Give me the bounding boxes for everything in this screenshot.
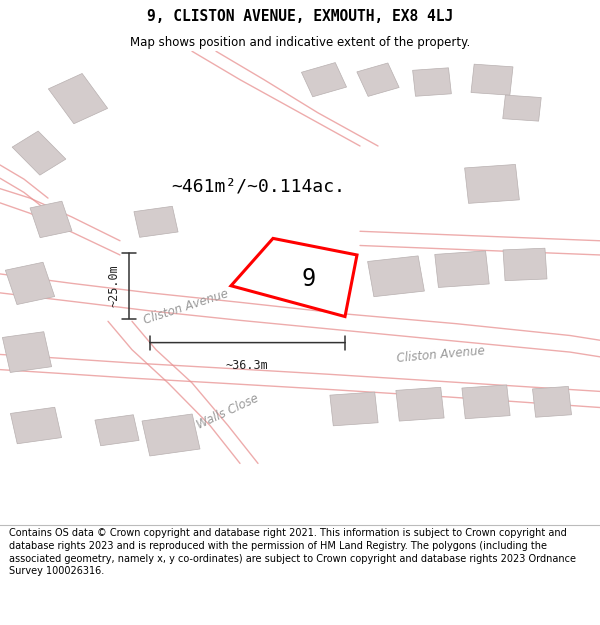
Text: ~461m²/~0.114ac.: ~461m²/~0.114ac. xyxy=(171,177,345,195)
Polygon shape xyxy=(49,74,107,124)
Polygon shape xyxy=(462,385,510,419)
Polygon shape xyxy=(301,62,347,97)
Polygon shape xyxy=(231,238,357,316)
Polygon shape xyxy=(10,408,62,444)
Text: ~25.0m: ~25.0m xyxy=(107,264,121,307)
Polygon shape xyxy=(357,63,399,96)
Polygon shape xyxy=(435,251,489,288)
Polygon shape xyxy=(330,392,378,426)
Polygon shape xyxy=(95,415,139,446)
Text: Contains OS data © Crown copyright and database right 2021. This information is : Contains OS data © Crown copyright and d… xyxy=(9,528,576,576)
Polygon shape xyxy=(12,131,66,175)
Polygon shape xyxy=(396,388,444,421)
Text: Cliston Avenue: Cliston Avenue xyxy=(397,344,485,365)
Text: Map shows position and indicative extent of the property.: Map shows position and indicative extent… xyxy=(130,36,470,49)
Polygon shape xyxy=(2,332,52,372)
Text: Cliston Avenue: Cliston Avenue xyxy=(142,288,230,327)
Polygon shape xyxy=(30,201,72,238)
Text: 9, CLISTON AVENUE, EXMOUTH, EX8 4LJ: 9, CLISTON AVENUE, EXMOUTH, EX8 4LJ xyxy=(147,9,453,24)
Text: 9: 9 xyxy=(302,267,316,291)
Polygon shape xyxy=(503,248,547,281)
Text: Walls Close: Walls Close xyxy=(195,391,261,431)
Text: ~36.3m: ~36.3m xyxy=(226,359,269,372)
Polygon shape xyxy=(5,262,55,304)
Polygon shape xyxy=(368,256,424,297)
Polygon shape xyxy=(503,95,541,121)
Polygon shape xyxy=(134,206,178,238)
Polygon shape xyxy=(464,164,520,203)
Polygon shape xyxy=(142,414,200,456)
Polygon shape xyxy=(413,68,451,96)
Polygon shape xyxy=(532,386,572,418)
Polygon shape xyxy=(471,64,513,95)
